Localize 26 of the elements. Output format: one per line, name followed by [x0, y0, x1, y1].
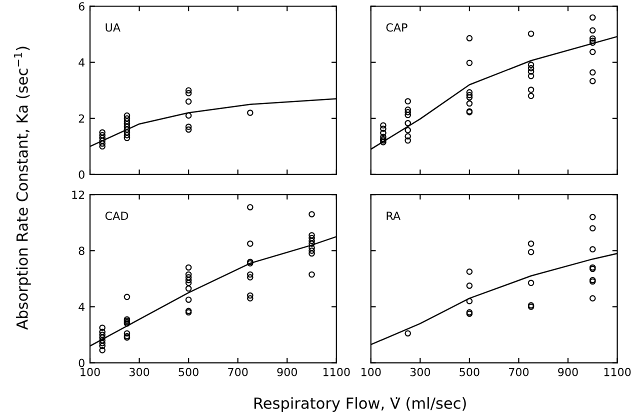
y-tick-label: 8	[78, 246, 84, 256]
x-tick-label: 500	[460, 368, 480, 376]
annotation: UA	[106, 23, 120, 32]
y-axis-title: Absorption Rate Constant, Ka (sec$^{−1}$)	[14, 46, 31, 330]
x-tick-label: 100	[362, 368, 381, 376]
x-tick-label: 700	[509, 368, 529, 376]
x-tick-label: 700	[228, 368, 248, 376]
annotation: RA	[386, 212, 400, 220]
annotation: CAD	[105, 212, 128, 220]
annotation: CAP	[386, 23, 408, 32]
x-tick-label: 100	[80, 368, 100, 376]
x-tick-label: 300	[130, 368, 150, 376]
y-tick-label: 12	[72, 190, 84, 199]
y-tick-label: 0	[78, 170, 84, 179]
x-tick-label: 900	[558, 368, 578, 376]
y-tick-label: 6	[78, 2, 84, 11]
y-tick-label: 0	[78, 358, 84, 368]
y-tick-label: 4	[78, 58, 85, 67]
x-tick-label: 1100	[323, 368, 350, 376]
y-tick-label: 2	[78, 114, 84, 123]
x-tick-label: 900	[277, 368, 297, 376]
x-tick-label: 300	[410, 368, 430, 376]
x-tick-label: 1100	[604, 368, 631, 376]
x-tick-label: 500	[178, 368, 198, 376]
x-axis-title: Respiratory Flow, V̇ (ml/sec)	[254, 397, 466, 412]
y-tick-label: 4	[78, 302, 85, 311]
